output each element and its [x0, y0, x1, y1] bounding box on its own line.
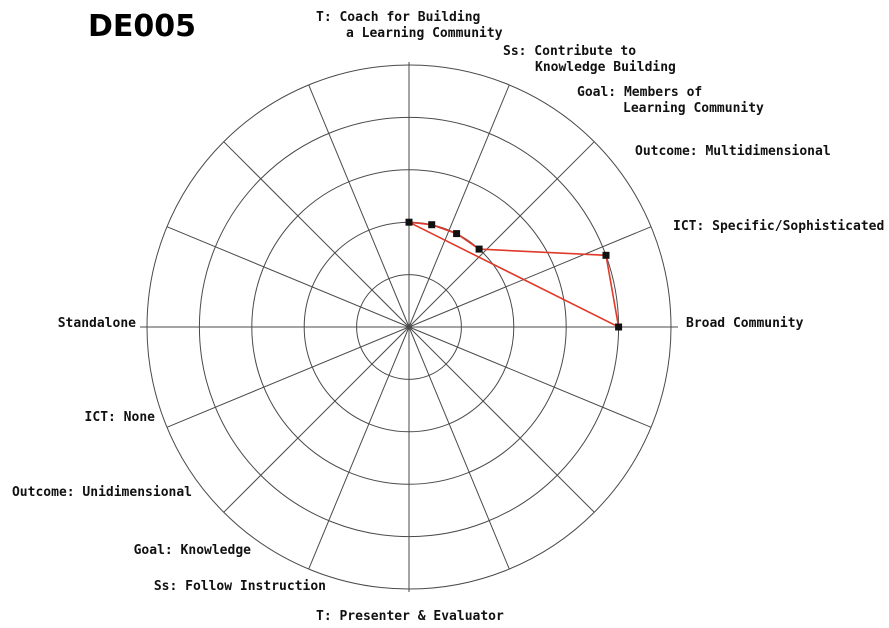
axis-labels: T: Coach for Building a Learning Communit… [12, 10, 884, 624]
grid-spoke-15 [408, 326, 652, 428]
series-0-point-0 [405, 218, 413, 226]
grid-spoke-10 [223, 326, 410, 513]
grid-spoke-13 [408, 326, 510, 570]
label-right-3-line-1: Goal: Members of [577, 85, 702, 100]
label-left-line-1: Standalone [58, 316, 136, 331]
label-top: T: Coach for Building a Learning Communit… [316, 10, 503, 41]
radar-grid [140, 62, 678, 592]
chart-title: DE005 [88, 9, 196, 44]
label-left-4-line-1: Ss: Follow Instruction [154, 579, 326, 594]
label-left-2-line-1: Outcome: Unidimensional [12, 485, 192, 500]
series-0-point-5 [615, 323, 623, 331]
label-right-4-line-1: Ss: Contribute to [503, 44, 636, 59]
grid-spoke-1 [408, 226, 652, 328]
label-left-1-line-1: ICT: None [85, 410, 156, 425]
label-bottom-line-1: T: Presenter & Evaluator [316, 609, 504, 624]
series-0-point-4 [602, 251, 610, 259]
label-right-4-line-2: Knowledge Building [535, 60, 676, 75]
label-top-line-1: T: Coach for Building [316, 10, 480, 25]
label-top-line-2: a Learning Community [346, 26, 503, 41]
label-left-2: Outcome: Unidimensional [12, 485, 192, 500]
label-right-2-line-1: Outcome: Multidimensional [635, 144, 831, 159]
label-right-3: Goal: Members of Learning Community [577, 85, 764, 116]
label-bottom: T: Presenter & Evaluator [316, 609, 504, 624]
label-right-1-line-1: ICT: Specific/Sophisticated [673, 219, 884, 234]
grid-spoke-2 [408, 141, 595, 328]
series-0-point-3 [475, 245, 483, 253]
data-series [405, 218, 623, 331]
grid-spoke-3 [408, 84, 510, 328]
label-left-1: ICT: None [85, 410, 156, 425]
label-right-3-line-2: Learning Community [623, 101, 764, 116]
grid-spoke-11 [308, 326, 410, 570]
grid-spoke-9 [166, 326, 410, 428]
series-0-point-2 [453, 230, 461, 238]
label-left: Standalone [58, 316, 136, 331]
label-right: Broad Community [686, 316, 804, 331]
series-0-point-1 [428, 221, 436, 229]
label-left-4: Ss: Follow Instruction [154, 579, 326, 594]
label-right-2: Outcome: Multidimensional [635, 144, 831, 159]
grid-spoke-7 [166, 226, 410, 328]
grid-spoke-14 [408, 326, 595, 513]
grid-spoke-5 [308, 84, 410, 328]
label-right-line-1: Broad Community [686, 316, 804, 331]
label-left-3-line-1: Goal: Knowledge [134, 543, 252, 558]
grid-spoke-6 [223, 141, 410, 328]
label-right-4: Ss: Contribute to Knowledge Building [503, 44, 676, 75]
series-0-polygon [408, 221, 620, 329]
label-right-1: ICT: Specific/Sophisticated [673, 219, 884, 234]
label-left-3: Goal: Knowledge [134, 543, 252, 558]
